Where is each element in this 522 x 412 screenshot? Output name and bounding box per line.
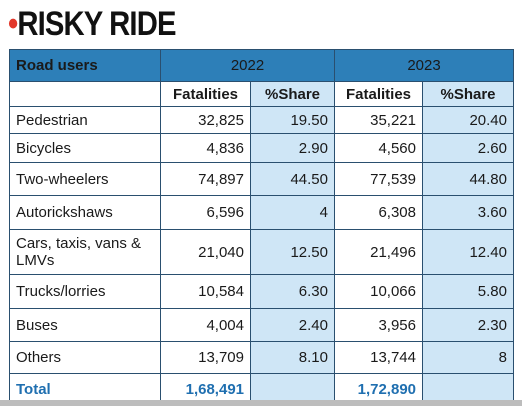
row-label: Bicycles — [9, 133, 161, 163]
share-2023: 8 — [422, 341, 514, 374]
total-share-2023 — [422, 373, 514, 405]
row-label: Two-wheelers — [9, 162, 161, 196]
share-2023: 44.80 — [422, 162, 514, 196]
row-label: Pedestrian — [9, 106, 161, 134]
row-label: Cars, taxis, vans & LMVs — [9, 229, 161, 275]
row-label: Buses — [9, 308, 161, 342]
fatalities-2023: 6,308 — [334, 195, 423, 230]
subheader-share-2022: %Share — [250, 81, 335, 107]
subheader-blank — [9, 81, 161, 107]
total-label: Total — [9, 373, 161, 405]
share-2022: 2.90 — [250, 133, 335, 163]
table-row: Autorickshaws 6,596 4 6,308 3.60 — [9, 195, 514, 230]
fatalities-2023: 77,539 — [334, 162, 423, 196]
fatalities-2022: 32,825 — [160, 106, 251, 134]
fatalities-table: Road users 2022 2023 Fatalities %Share F… — [9, 49, 514, 405]
bottom-divider — [0, 400, 522, 406]
share-2023: 2.30 — [422, 308, 514, 342]
fatalities-2023: 10,066 — [334, 274, 423, 309]
fatalities-2023: 3,956 — [334, 308, 423, 342]
share-2022: 19.50 — [250, 106, 335, 134]
fatalities-2023: 4,560 — [334, 133, 423, 163]
subheader-row: Fatalities %Share Fatalities %Share — [9, 81, 514, 107]
total-row: Total 1,68,491 1,72,890 — [9, 373, 514, 405]
share-2022: 4 — [250, 195, 335, 230]
total-fatalities-2022: 1,68,491 — [160, 373, 251, 405]
fatalities-2022: 74,897 — [160, 162, 251, 196]
table-row: Trucks/lorries 10,584 6.30 10,066 5.80 — [9, 274, 514, 309]
row-label: Autorickshaws — [9, 195, 161, 230]
table-row: Bicycles 4,836 2.90 4,560 2.60 — [9, 133, 514, 163]
share-2022: 12.50 — [250, 229, 335, 275]
table-row: Buses 4,004 2.40 3,956 2.30 — [9, 308, 514, 342]
fatalities-2022: 13,709 — [160, 341, 251, 374]
table-row: Cars, taxis, vans & LMVs 21,040 12.50 21… — [9, 229, 514, 275]
fatalities-2022: 21,040 — [160, 229, 251, 275]
row-label: Others — [9, 341, 161, 374]
fatalities-2023: 21,496 — [334, 229, 423, 275]
fatalities-2023: 35,221 — [334, 106, 423, 134]
title-bullet: • — [8, 5, 18, 43]
table-row: Pedestrian 32,825 19.50 35,221 20.40 — [9, 106, 514, 134]
share-2023: 2.60 — [422, 133, 514, 163]
fatalities-2023: 13,744 — [334, 341, 423, 374]
subheader-share-2023: %Share — [422, 81, 514, 107]
share-2022: 8.10 — [250, 341, 335, 374]
share-2023: 12.40 — [422, 229, 514, 275]
fatalities-2022: 4,836 — [160, 133, 251, 163]
row-label: Trucks/lorries — [9, 274, 161, 309]
share-2022: 2.40 — [250, 308, 335, 342]
page-title: •RISKY RIDE — [8, 2, 176, 46]
share-2022: 44.50 — [250, 162, 335, 196]
table-row: Others 13,709 8.10 13,744 8 — [9, 341, 514, 374]
fatalities-2022: 10,584 — [160, 274, 251, 309]
subheader-fatalities-2022: Fatalities — [160, 81, 251, 107]
share-2023: 20.40 — [422, 106, 514, 134]
header-row: Road users 2022 2023 — [9, 49, 514, 82]
subheader-fatalities-2023: Fatalities — [334, 81, 423, 107]
fatalities-2022: 4,004 — [160, 308, 251, 342]
share-2023: 5.80 — [422, 274, 514, 309]
total-share-2022 — [250, 373, 335, 405]
header-year-2023: 2023 — [334, 49, 514, 82]
share-2023: 3.60 — [422, 195, 514, 230]
title-text: RISKY RIDE — [17, 5, 176, 43]
header-year-2022: 2022 — [160, 49, 335, 82]
table-row: Two-wheelers 74,897 44.50 77,539 44.80 — [9, 162, 514, 196]
header-road-users: Road users — [9, 49, 161, 82]
fatalities-2022: 6,596 — [160, 195, 251, 230]
share-2022: 6.30 — [250, 274, 335, 309]
